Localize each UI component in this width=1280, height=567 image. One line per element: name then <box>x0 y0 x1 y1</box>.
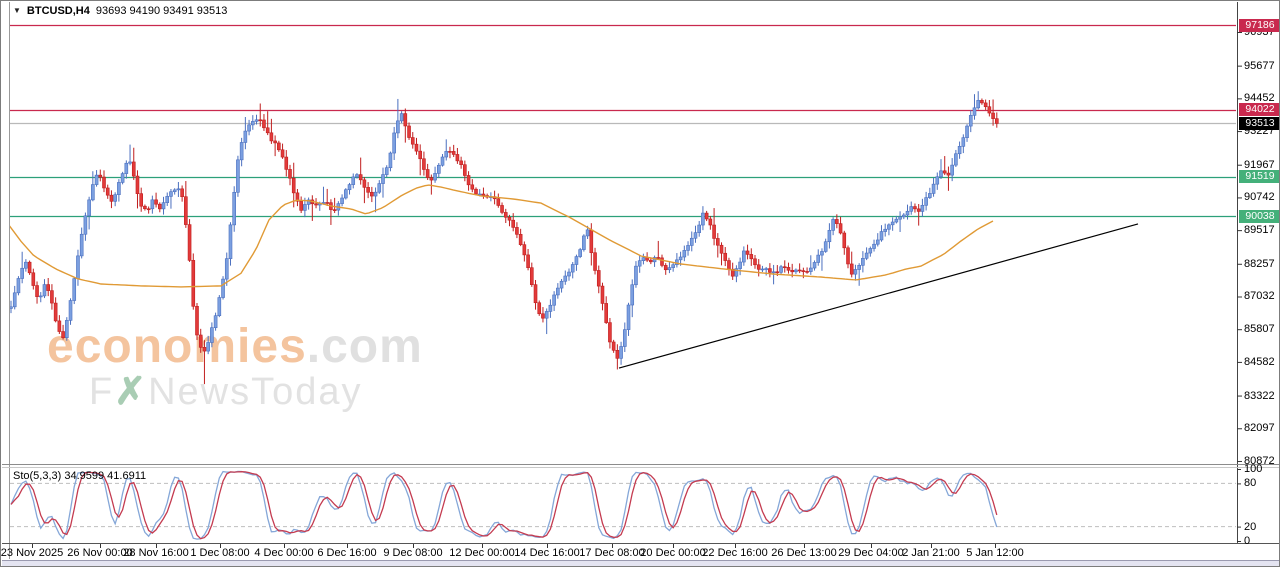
x-axis-label: 28 Nov 16:00 <box>123 547 189 559</box>
x-axis-label: 2 Jan 21:00 <box>902 547 960 559</box>
x-axis-label: 6 Dec 16:00 <box>317 547 377 559</box>
y-axis-tick: 90742 <box>1244 191 1275 204</box>
watermark-x-glyph: ✗ <box>114 371 149 413</box>
watermark-brand: economies.com <box>47 320 423 373</box>
x-axis-label: 22 Dec 16:00 <box>702 547 768 559</box>
horizontal-scrollbar[interactable] <box>2 560 1279 566</box>
x-axis-label: 9 Dec 08:00 <box>383 547 443 559</box>
price-badge: 90038 <box>1239 209 1279 223</box>
symbol-dropdown-icon[interactable]: ▼ <box>13 6 21 15</box>
price-badge: 97186 <box>1239 18 1279 32</box>
symbol-period-label: BTCUSD,H4 <box>26 5 90 17</box>
x-axis-label: 5 Jan 12:00 <box>966 547 1024 559</box>
watermark-line2: F✗NewsToday <box>89 371 363 413</box>
candles-layer <box>10 91 999 385</box>
y-axis-tick: 95677 <box>1244 59 1275 72</box>
y-axis-tick: 82097 <box>1244 422 1275 435</box>
x-axis-label: 1 Dec 08:00 <box>190 547 250 559</box>
price-badge: 91519 <box>1239 170 1279 184</box>
stochastic-label: Sto(5,3,3) 34.9599 41.6911 <box>13 470 147 482</box>
watermark: economies.com F✗NewsToday <box>47 320 423 413</box>
price-badge: 93513 <box>1239 116 1279 130</box>
x-axis-label: 17 Dec 08:00 <box>579 547 645 559</box>
x-axis-label: 4 Dec 00:00 <box>254 547 314 559</box>
y-axis-tick: 83322 <box>1244 389 1275 402</box>
y-axis-tick: 87032 <box>1244 290 1275 303</box>
stoch-axis-label: 80 <box>1244 477 1257 490</box>
ohlc-values: 93693 94190 93491 93513 <box>95 5 228 17</box>
price-badge: 94022 <box>1239 103 1279 117</box>
y-axis-tick: 85807 <box>1244 323 1275 336</box>
y-axis-tick: 91967 <box>1244 158 1275 171</box>
x-axis-label: 26 Dec 13:00 <box>771 547 837 559</box>
y-axis-tick: 84582 <box>1244 355 1275 368</box>
moving-average-line[interactable] <box>9 184 994 288</box>
stochastic-signal-line <box>10 471 998 540</box>
stoch-axis-label: 20 <box>1244 520 1257 533</box>
x-axis-label: 20 Dec 00:00 <box>640 547 706 559</box>
stoch-axis-label: 0 <box>1244 535 1251 547</box>
x-axis-label: 29 Dec 04:00 <box>838 547 904 559</box>
y-axis-tick: 94452 <box>1244 92 1275 105</box>
stoch-axis-label: 100 <box>1244 463 1263 475</box>
x-axis-label: 12 Dec 00:00 <box>449 547 515 559</box>
y-axis-tick: 88257 <box>1244 257 1275 270</box>
y-axis-tick: 89517 <box>1244 224 1275 237</box>
y-axis-tick: 80872 <box>1244 454 1275 467</box>
x-axis-label: 14 Dec 16:00 <box>514 547 580 559</box>
x-axis-label: 23 Nov 2025 <box>0 547 64 559</box>
chart-title: ▼ BTCUSD,H4 93693 94190 93491 93513 <box>13 4 227 18</box>
trendline[interactable] <box>618 223 1139 369</box>
stochastic-main-line <box>10 470 998 540</box>
x-axis-label: 26 Nov 00:00 <box>67 547 133 559</box>
